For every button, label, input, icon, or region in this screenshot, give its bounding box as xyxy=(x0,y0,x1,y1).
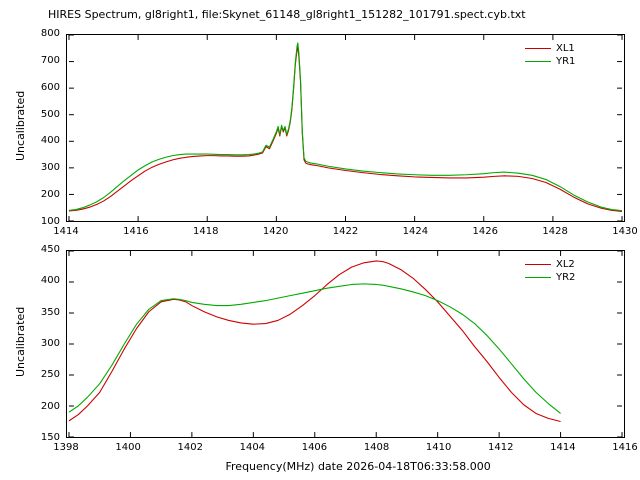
y-tick-label: 500 xyxy=(40,108,60,120)
y-tick-label: 300 xyxy=(40,338,60,349)
legend-label: XL1 xyxy=(556,43,575,54)
x-tick-label: 1430 xyxy=(612,226,638,237)
x-tick-label: 1414 xyxy=(53,226,79,237)
legend-label: YR1 xyxy=(556,56,576,67)
series-line-xl1 xyxy=(68,46,623,212)
y-tick-label: 350 xyxy=(40,306,60,318)
y-tick-label: 450 xyxy=(40,244,60,255)
x-tick-label: 1416 xyxy=(612,442,638,453)
y-tick-label: 250 xyxy=(40,369,60,381)
x-tick-label: 1420 xyxy=(262,226,289,237)
legend-item: XL2 xyxy=(525,258,575,271)
y-tick-label: 200 xyxy=(40,189,60,201)
legend-label: XL2 xyxy=(556,259,575,270)
y-tick-label: 700 xyxy=(40,54,60,66)
x-tick-label: 1398 xyxy=(53,442,79,453)
legend-swatch-icon xyxy=(525,277,551,278)
top-y-axis-label: Uncalibrated xyxy=(14,90,27,161)
top-legend: XL1 YR1 xyxy=(525,42,575,68)
legend-item: XL1 xyxy=(525,42,575,55)
series-line-yr2 xyxy=(68,283,561,414)
legend-swatch-icon xyxy=(525,61,551,62)
legend-item: YR2 xyxy=(525,271,575,284)
x-tick-label: 1414 xyxy=(550,442,576,453)
legend-swatch-icon xyxy=(525,48,551,49)
legend-label: YR2 xyxy=(556,272,576,283)
x-tick-label: 1402 xyxy=(177,442,203,453)
x-tick-label: 1416 xyxy=(123,226,149,237)
y-tick-label: 150 xyxy=(40,432,60,443)
y-tick-label: 400 xyxy=(40,135,60,147)
series-line-xl2 xyxy=(68,260,561,423)
series-line-yr1 xyxy=(68,42,623,212)
top-plot-area xyxy=(66,34,625,222)
x-tick-label: 1406 xyxy=(301,442,328,453)
legend-swatch-icon xyxy=(525,264,551,265)
y-tick-label: 400 xyxy=(40,275,60,287)
x-tick-label: 1428 xyxy=(542,226,568,237)
page-title: HIRES Spectrum, gl8right1, file:Skynet_6… xyxy=(48,8,526,21)
x-tick-label: 1404 xyxy=(239,442,266,453)
y-tick-label: 300 xyxy=(40,162,60,174)
y-tick-label: 200 xyxy=(40,400,60,412)
bottom-plot-area xyxy=(66,250,625,438)
legend-item: YR1 xyxy=(525,55,575,68)
x-tick-label: 1418 xyxy=(193,226,219,237)
y-tick-label: 100 xyxy=(40,216,60,227)
x-tick-label: 1400 xyxy=(115,442,141,453)
x-tick-label: 1424 xyxy=(402,226,429,237)
y-tick-label: 800 xyxy=(40,28,60,39)
x-axis-label: Frequency(MHz) date 2026-04-18T06:33:58.… xyxy=(225,460,491,473)
x-tick-label: 1412 xyxy=(488,442,514,453)
x-tick-label: 1408 xyxy=(363,442,390,453)
bottom-legend: XL2 YR2 xyxy=(525,258,575,284)
x-tick-label: 1422 xyxy=(332,226,359,237)
x-tick-label: 1426 xyxy=(472,226,498,237)
y-tick-label: 600 xyxy=(40,81,60,93)
x-tick-label: 1410 xyxy=(425,442,452,453)
